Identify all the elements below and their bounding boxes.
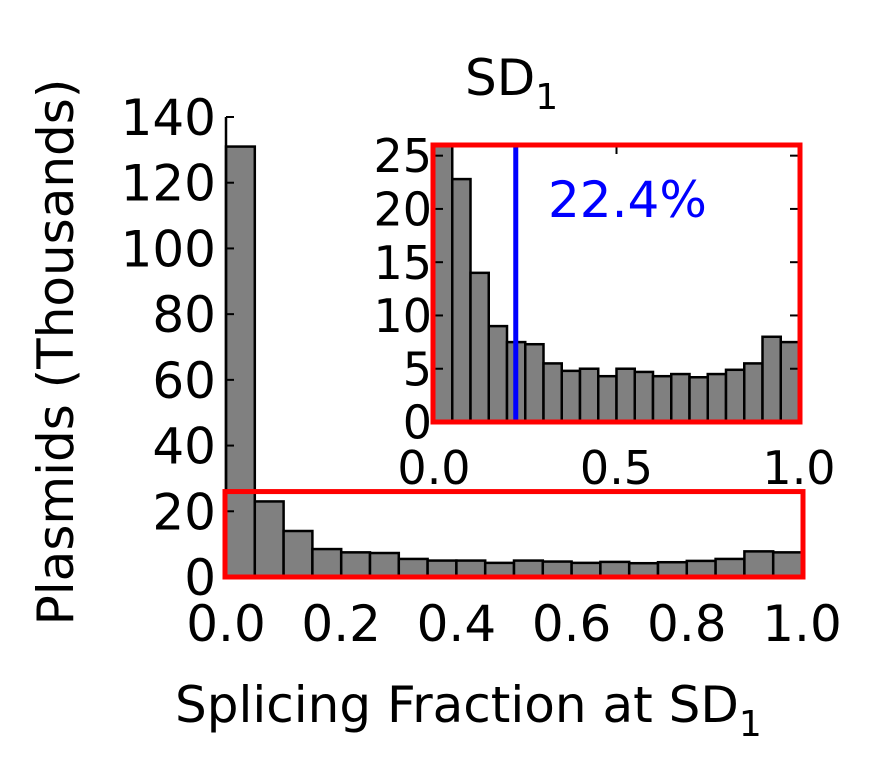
inset-title: SD1 bbox=[465, 49, 558, 118]
main-ytick-label-3: 60 bbox=[152, 352, 216, 410]
main-bar-18 bbox=[743, 550, 775, 579]
inset-bar-11 bbox=[633, 370, 655, 424]
inset-bar-16 bbox=[724, 368, 746, 424]
main-bar-4 bbox=[339, 551, 372, 579]
main-x-tick-labels: 0.0 0.2 0.4 0.6 0.8 1.0 bbox=[186, 595, 842, 653]
inset-title-main: SD bbox=[465, 49, 535, 107]
inset-title-subscript: 1 bbox=[535, 77, 558, 118]
main-xtick-label-0: 0.0 bbox=[186, 595, 266, 653]
inset-ytick-label-5: 25 bbox=[373, 129, 432, 183]
main-ytick-label-1: 20 bbox=[152, 483, 216, 541]
inset-bar-10 bbox=[615, 367, 636, 424]
inset-bar-9 bbox=[597, 374, 618, 424]
main-xtick-label-2: 0.4 bbox=[417, 595, 497, 653]
inset-ytick-label-2: 10 bbox=[373, 289, 432, 343]
inset-bar-19 bbox=[779, 340, 801, 424]
main-ytick-label-7: 140 bbox=[121, 89, 216, 147]
zoom-region-box bbox=[222, 489, 806, 580]
main-ytick-label-4: 80 bbox=[152, 286, 216, 344]
inset-bar-0 bbox=[432, 143, 454, 424]
main-bar-0 bbox=[224, 145, 257, 579]
main-bar-2 bbox=[282, 529, 314, 579]
inset-bar-13 bbox=[670, 372, 691, 424]
y-axis-label: Plasmids (Thousands) bbox=[27, 79, 85, 626]
main-ytick-label-0: 0 bbox=[184, 549, 216, 607]
inset-bar-12 bbox=[651, 374, 673, 424]
inset-bar-18 bbox=[761, 335, 782, 424]
inset-ytick-label-3: 15 bbox=[373, 236, 432, 290]
inset-bar-1 bbox=[451, 177, 472, 424]
main-bar-5 bbox=[368, 551, 401, 579]
main-bar-6 bbox=[397, 557, 429, 579]
inset-bar-8 bbox=[578, 367, 600, 424]
main-bars bbox=[224, 145, 804, 579]
inset-bar-6 bbox=[542, 362, 563, 424]
inset-bar-5 bbox=[524, 342, 545, 424]
inset-ytick-label-1: 5 bbox=[403, 342, 432, 396]
x-axis-label: Splicing Fraction at SD1 bbox=[175, 676, 762, 745]
main-bar-3 bbox=[311, 547, 343, 579]
inset-xtick-label-2: 1.0 bbox=[762, 441, 835, 495]
main-bar-19 bbox=[771, 551, 804, 579]
main-y-tick-labels: 0 20 40 60 80 100 120 140 bbox=[121, 89, 216, 607]
main-xtick-label-5: 1.0 bbox=[762, 595, 842, 653]
inset-bar-2 bbox=[469, 271, 490, 424]
x-axis-label-subscript: 1 bbox=[739, 704, 762, 745]
inset-x-tick-labels: 0.0 0.5 1.0 bbox=[397, 441, 835, 495]
inset-ytick-label-4: 20 bbox=[373, 182, 432, 236]
inset-bar-3 bbox=[487, 324, 509, 424]
main-ytick-label-2: 40 bbox=[152, 418, 216, 476]
inset-ytick-label-0: 0 bbox=[403, 396, 432, 450]
main-bar-17 bbox=[714, 557, 746, 579]
inset-bar-7 bbox=[560, 369, 582, 424]
main-xtick-label-1: 0.2 bbox=[301, 595, 381, 653]
main-ytick-label-6: 120 bbox=[121, 155, 216, 213]
inset-bar-15 bbox=[706, 372, 728, 424]
x-axis-label-main: Splicing Fraction at SD bbox=[175, 676, 739, 734]
inset-frame bbox=[430, 142, 803, 425]
main-ytick-label-5: 100 bbox=[121, 220, 216, 278]
inset-xtick-label-0: 0.0 bbox=[397, 441, 470, 495]
percentage-annotation: 22.4% bbox=[548, 171, 707, 229]
main-xtick-label-4: 0.8 bbox=[647, 595, 727, 653]
main-xtick-label-3: 0.6 bbox=[532, 595, 612, 653]
inset-xtick-label-1: 0.5 bbox=[580, 441, 653, 495]
inset-bar-17 bbox=[743, 362, 764, 424]
inset-bar-14 bbox=[688, 376, 709, 424]
main-bar-1 bbox=[253, 500, 285, 579]
